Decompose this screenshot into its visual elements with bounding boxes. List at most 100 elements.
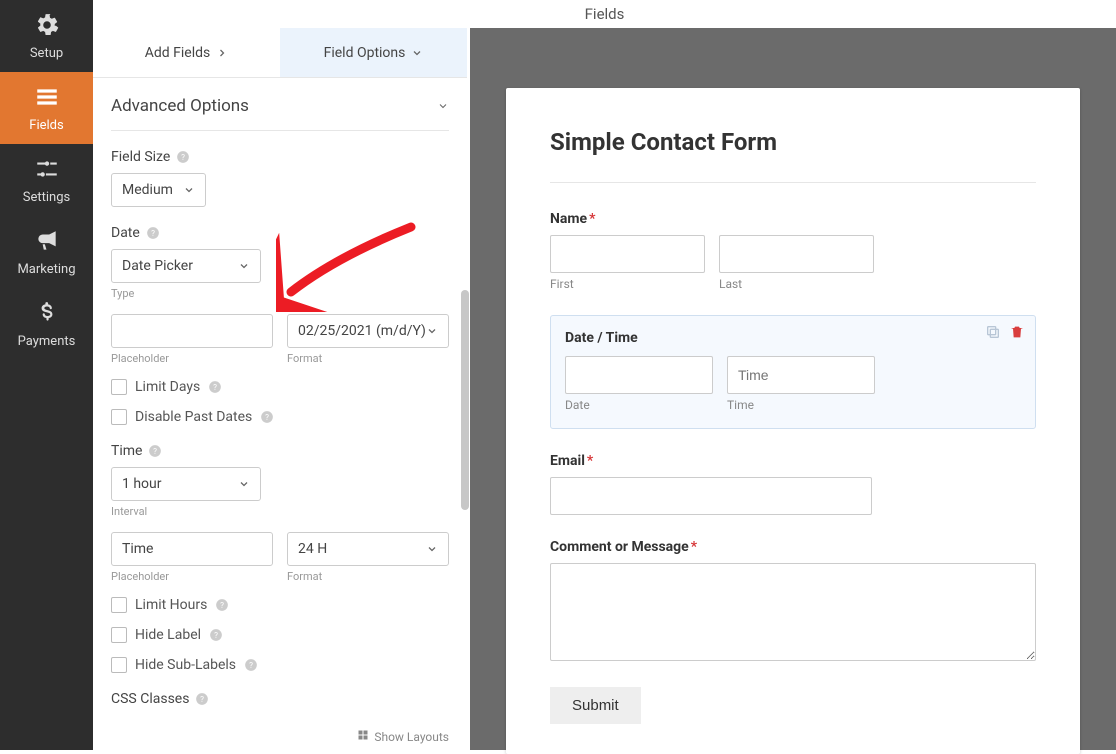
required-asterisk: * [691,539,697,555]
tab-field-options-label: Field Options [324,45,406,61]
grid-icon [357,729,369,744]
chevron-down-icon [411,47,423,59]
date-input[interactable] [565,356,713,394]
limit-hours-checkbox[interactable]: Limit Hours ? [111,597,449,613]
chevron-down-icon [238,478,250,490]
checkbox-icon [111,597,127,613]
datetime-label: Date / Time [565,330,1021,346]
nav-settings[interactable]: Settings [0,144,93,216]
email-label-text: Email [550,453,585,469]
css-classes-label: CSS Classes [111,691,189,707]
help-icon[interactable]: ? [148,444,162,458]
help-icon[interactable]: ? [260,410,274,424]
comment-label-text: Comment or Message [550,539,689,555]
help-icon[interactable]: ? [195,692,209,706]
field-size-group: Field Size ? Medium [111,149,449,207]
form-title: Simple Contact Form [550,128,1036,183]
panel-scrollbar[interactable] [461,290,469,510]
datetime-field-selected[interactable]: Date / Time Date Time [550,315,1036,429]
name-label-text: Name [550,211,587,227]
nav-fields[interactable]: Fields [0,72,93,144]
time-group: Time ? 1 hour Interval Time Placeholder … [111,443,449,673]
first-name-input[interactable] [550,235,705,273]
trash-icon[interactable] [1009,324,1025,344]
field-size-value: Medium [122,182,173,198]
duplicate-icon[interactable] [985,324,1001,344]
svg-text:?: ? [151,228,155,238]
limit-days-checkbox[interactable]: Limit Days ? [111,379,449,395]
tab-add-fields[interactable]: Add Fields [93,28,280,77]
date-placeholder-sublabel: Placeholder [111,352,273,365]
help-icon[interactable]: ? [244,658,258,672]
svg-text:?: ? [181,152,185,162]
disable-past-dates-checkbox[interactable]: Disable Past Dates ? [111,409,449,425]
chevron-down-icon [437,100,449,112]
time-sublabel: Time [727,398,875,412]
time-placeholder-input[interactable]: Time [111,532,273,566]
help-icon[interactable]: ? [209,628,223,642]
comment-textarea[interactable] [550,563,1036,661]
time-placeholder-value: Time [122,541,153,557]
bullhorn-icon [34,228,60,258]
disable-past-label: Disable Past Dates [135,409,252,425]
checkbox-icon [111,627,127,643]
nav-payments-label: Payments [18,334,76,349]
nav-setup[interactable]: Setup [0,0,93,72]
sliders-icon [34,156,60,186]
checkbox-icon [111,379,127,395]
field-options-panel: Advanced Options Field Size ? Medium Dat… [93,78,467,750]
hide-sublabels-checkbox[interactable]: Hide Sub-Labels ? [111,657,449,673]
help-icon[interactable]: ? [176,150,190,164]
name-field-label: Name* [550,211,1036,227]
svg-text:?: ? [213,382,217,392]
submit-button[interactable]: Submit [550,687,641,724]
nav-settings-label: Settings [23,190,70,205]
svg-text:?: ? [201,694,205,704]
left-navigation: Setup Fields Settings Marketing Payments [0,0,93,750]
email-input[interactable] [550,477,872,515]
help-icon[interactable]: ? [146,226,160,240]
date-format-value: 02/25/2021 (m/d/Y) [298,323,426,339]
nav-fields-label: Fields [29,118,63,133]
time-input[interactable] [727,356,875,394]
comment-label: Comment or Message* [550,539,1036,555]
hide-sublabels-label: Hide Sub-Labels [135,657,236,673]
first-name-sublabel: First [550,277,705,291]
nav-payments[interactable]: Payments [0,288,93,360]
advanced-options-header[interactable]: Advanced Options [111,96,449,131]
page-title-bar: Fields [93,0,1116,28]
date-type-select[interactable]: Date Picker [111,249,261,283]
time-interval-value: 1 hour [122,476,162,492]
help-icon[interactable]: ? [208,380,222,394]
date-label: Date [111,225,140,241]
css-classes-row: CSS Classes ? [111,691,449,707]
show-layouts-link[interactable]: Show Layouts [357,729,449,744]
time-format-value: 24 H [298,541,327,557]
required-asterisk: * [587,453,593,469]
advanced-options-title: Advanced Options [111,96,249,116]
last-name-sublabel: Last [719,277,874,291]
nav-marketing[interactable]: Marketing [0,216,93,288]
help-icon[interactable]: ? [215,598,229,612]
field-size-select[interactable]: Medium [111,173,206,207]
date-type-value: Date Picker [122,258,193,274]
svg-text:?: ? [214,630,218,640]
time-label: Time [111,443,142,459]
hide-label-checkbox[interactable]: Hide Label ? [111,627,449,643]
last-name-input[interactable] [719,235,874,273]
gear-icon [34,12,60,42]
nav-setup-label: Setup [30,46,63,61]
email-label: Email* [550,453,1036,469]
required-asterisk: * [589,211,595,227]
time-placeholder-sublabel: Placeholder [111,570,273,583]
date-sublabel: Date [565,398,713,412]
dollar-icon [34,300,60,330]
time-format-select[interactable]: 24 H [287,532,449,566]
date-placeholder-input[interactable] [111,314,273,348]
time-interval-select[interactable]: 1 hour [111,467,261,501]
tab-field-options[interactable]: Field Options [280,28,467,77]
chevron-down-icon [238,260,250,272]
date-format-select[interactable]: 02/25/2021 (m/d/Y) [287,314,449,348]
limit-days-label: Limit Days [135,379,200,395]
name-field-row: First Last [550,235,1036,291]
